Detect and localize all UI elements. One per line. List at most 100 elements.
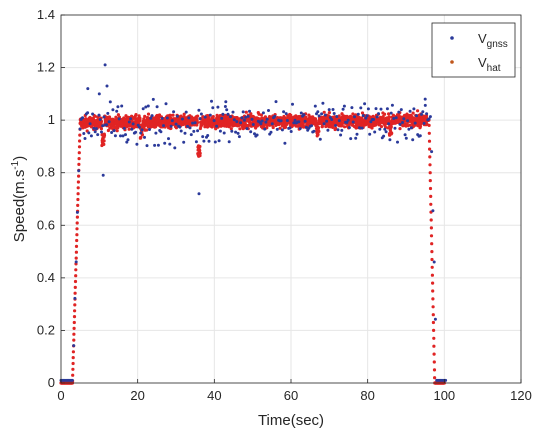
vgnss-point xyxy=(226,112,230,116)
vhat-point xyxy=(116,113,120,117)
vhat-point xyxy=(169,116,173,120)
vgnss-point xyxy=(420,112,423,116)
vgnss-point xyxy=(155,105,159,109)
vgnss-point xyxy=(323,113,327,117)
vhat-point xyxy=(430,242,434,246)
vgnss-point xyxy=(125,140,129,144)
vgnss-point xyxy=(350,106,354,110)
vgnss-point xyxy=(269,130,273,134)
vgnss-point xyxy=(97,113,101,117)
vgnss-point xyxy=(165,116,169,120)
vhat-point xyxy=(93,114,97,118)
vhat-point xyxy=(429,218,433,222)
vgnss-point xyxy=(327,108,331,112)
vhat-point xyxy=(171,113,175,117)
vgnss-point xyxy=(342,104,346,108)
vgnss-point xyxy=(72,344,76,348)
vgnss-point xyxy=(186,124,189,128)
vgnss-point xyxy=(167,137,170,141)
vgnss-point xyxy=(250,117,254,121)
vhat-point xyxy=(115,129,119,133)
vgnss-point xyxy=(273,114,277,118)
vgnss-point xyxy=(246,114,250,118)
vgnss-point xyxy=(100,130,103,134)
vhat-point xyxy=(73,303,77,307)
vgnss-point xyxy=(265,117,269,121)
vgnss-point xyxy=(255,133,259,137)
vgnss-point xyxy=(240,116,244,120)
vgnss-point xyxy=(356,112,360,116)
vgnss-point xyxy=(355,132,359,136)
vgnss-point xyxy=(431,209,435,213)
vgnss-point xyxy=(187,116,191,120)
vgnss-point xyxy=(162,124,165,128)
vhat-point xyxy=(75,233,79,237)
vhat-point xyxy=(343,125,347,129)
vgnss-point xyxy=(159,130,163,134)
vgnss-point xyxy=(358,126,361,130)
vgnss-point xyxy=(102,115,106,119)
vgnss-point xyxy=(408,109,412,113)
vgnss-point xyxy=(377,112,380,116)
y-tick-label: 0 xyxy=(48,375,55,390)
vgnss-point xyxy=(444,378,448,382)
vgnss-point xyxy=(390,103,394,107)
vgnss-point xyxy=(134,130,138,134)
vhat-point xyxy=(139,135,143,139)
vhat-point xyxy=(249,112,253,116)
vhat-point xyxy=(76,197,80,202)
vgnss-point xyxy=(220,116,224,120)
vgnss-point xyxy=(117,117,121,121)
vhat-point xyxy=(360,111,365,115)
vhat-point xyxy=(77,162,81,166)
vgnss-point xyxy=(347,126,351,130)
vgnss-point xyxy=(81,116,84,120)
vgnss-point xyxy=(372,118,375,121)
vgnss-point xyxy=(111,108,115,112)
vgnss-point xyxy=(304,125,308,129)
vhat-point xyxy=(257,112,261,116)
x-tick-label: 0 xyxy=(57,388,64,403)
vgnss-point xyxy=(270,122,274,126)
vgnss-point xyxy=(302,113,306,117)
vhat-point xyxy=(357,116,361,120)
vhat-point xyxy=(75,215,79,219)
legend: Vgnss Vhat xyxy=(431,22,516,78)
x-tick-label: 20 xyxy=(130,388,144,403)
vhat-point xyxy=(427,131,431,135)
vhat-point xyxy=(316,126,321,130)
vgnss-point xyxy=(330,118,334,121)
vgnss-point xyxy=(428,115,432,119)
vgnss-point xyxy=(96,133,100,137)
vgnss-point xyxy=(148,128,151,131)
vgnss-point xyxy=(397,110,401,114)
vhat-point xyxy=(432,352,436,356)
vgnss-point xyxy=(135,142,139,146)
vhat-point xyxy=(196,114,200,118)
legend-gnss-main: V xyxy=(478,31,487,46)
vhat-point xyxy=(127,127,131,131)
vhat-point xyxy=(387,112,391,116)
vgnss-point xyxy=(264,120,268,124)
vhat-point xyxy=(198,144,202,149)
vgnss-point xyxy=(73,296,77,300)
vgnss-point xyxy=(179,129,183,133)
x-tick-label: 80 xyxy=(360,388,374,403)
vgnss-point xyxy=(248,109,251,113)
vgnss-point xyxy=(398,122,402,126)
vgnss-point xyxy=(293,118,297,122)
vgnss-point xyxy=(112,129,116,133)
vgnss-point xyxy=(415,114,418,118)
vhat-point xyxy=(75,221,79,225)
vhat-point xyxy=(76,192,80,196)
vgnss-point xyxy=(210,99,213,103)
vhat-point xyxy=(74,244,79,248)
vgnss-point xyxy=(318,137,322,141)
vhat-point xyxy=(75,238,79,243)
vgnss-point xyxy=(216,105,220,109)
vgnss-point xyxy=(194,140,198,144)
vgnss-point xyxy=(339,133,343,137)
vhat-point xyxy=(381,115,385,119)
vhat-point xyxy=(285,122,289,126)
vgnss-point xyxy=(149,116,153,120)
